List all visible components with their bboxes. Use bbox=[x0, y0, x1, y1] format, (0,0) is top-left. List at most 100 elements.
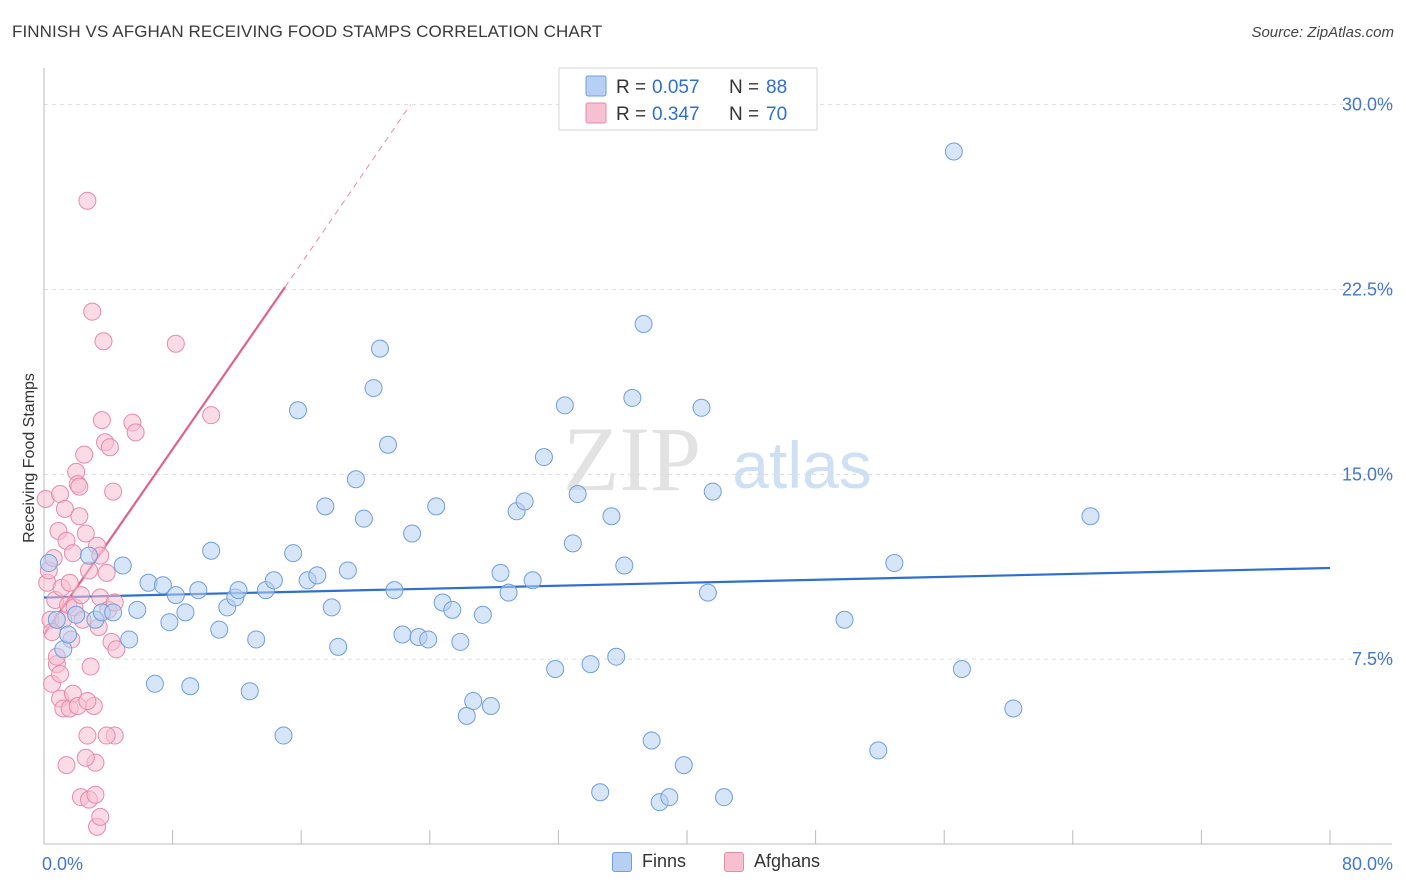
finns-point bbox=[316, 497, 335, 516]
finns-point bbox=[385, 581, 404, 600]
finns-point bbox=[128, 600, 147, 619]
finns-point bbox=[166, 586, 185, 605]
finns-point bbox=[623, 388, 642, 407]
finns-point bbox=[499, 583, 518, 602]
legend-afghans-swatch bbox=[585, 102, 607, 124]
finns-point bbox=[581, 655, 600, 674]
legend-finns-r-value: 0.057 bbox=[652, 77, 700, 98]
finns-point bbox=[869, 741, 888, 760]
watermark-atlas: atlas bbox=[732, 428, 871, 502]
finns-point bbox=[59, 625, 78, 644]
afghans-point bbox=[94, 332, 113, 351]
afghans-point bbox=[76, 748, 95, 767]
afghans-point bbox=[100, 438, 119, 457]
finns-point bbox=[153, 576, 172, 595]
finns-point bbox=[202, 541, 221, 560]
legend-finns-n-value: 88 bbox=[766, 77, 787, 98]
finns-point bbox=[568, 485, 587, 504]
afghans-point bbox=[55, 499, 74, 518]
finns-point bbox=[364, 379, 383, 398]
afghans-point bbox=[81, 657, 100, 676]
tick-labels: 7.5% 15.0% 22.5% 30.0% 0.0% 80.0% bbox=[42, 95, 1393, 874]
finns-point bbox=[607, 647, 626, 666]
finns-point bbox=[451, 632, 470, 651]
finns-point bbox=[274, 726, 293, 745]
afghans-point bbox=[70, 477, 89, 496]
finns-point bbox=[615, 556, 634, 575]
afghans-point bbox=[166, 334, 185, 353]
afghans-point bbox=[86, 785, 105, 804]
axes bbox=[43, 68, 1392, 845]
data-points bbox=[36, 142, 1100, 836]
finns-point bbox=[104, 603, 123, 622]
finns-point bbox=[264, 571, 283, 590]
legend-afghans-r-value: 0.347 bbox=[652, 104, 700, 125]
finns-point bbox=[703, 482, 722, 501]
afghans-point bbox=[70, 507, 89, 526]
finns-point bbox=[39, 554, 58, 573]
finns-point bbox=[427, 497, 446, 516]
bottom-legend-afghans: Afghans bbox=[724, 851, 820, 872]
bottom-legend-finns: Finns bbox=[612, 851, 686, 872]
source-credit: Source: ZipAtlas.com bbox=[1251, 24, 1394, 41]
finns-point bbox=[591, 783, 610, 802]
finns-point bbox=[835, 610, 854, 629]
finns-point bbox=[370, 339, 389, 358]
afghans-point bbox=[76, 524, 95, 543]
trend-lines bbox=[43, 104, 1331, 636]
finns-point bbox=[346, 470, 365, 489]
finns-point bbox=[419, 630, 438, 649]
finns-point bbox=[491, 563, 510, 582]
afghans-point bbox=[126, 423, 145, 442]
finns-point bbox=[563, 534, 582, 553]
legend-finns-r-label: R = bbox=[616, 77, 646, 98]
finns-point bbox=[674, 756, 693, 775]
afghans-point bbox=[51, 664, 70, 683]
finns-point bbox=[698, 583, 717, 602]
finns-point bbox=[288, 401, 307, 420]
finns-point bbox=[443, 600, 462, 619]
finns-point bbox=[692, 398, 711, 417]
finns-point bbox=[403, 524, 422, 543]
finns-point bbox=[660, 788, 679, 807]
afghans-point bbox=[202, 406, 221, 425]
finns-point bbox=[329, 637, 348, 656]
finns-point bbox=[1081, 507, 1100, 526]
finns-point bbox=[534, 448, 553, 467]
afghans-label: Afghans bbox=[754, 851, 821, 871]
finns-point bbox=[189, 581, 208, 600]
legend-afghans-n-label: N = bbox=[729, 104, 759, 125]
finns-point bbox=[354, 509, 373, 528]
finns-point bbox=[229, 581, 248, 600]
y-tick-label: 30.0% bbox=[1342, 95, 1393, 115]
y-tick-label: 7.5% bbox=[1352, 649, 1393, 669]
finns-point bbox=[247, 630, 266, 649]
y-tick-label: 22.5% bbox=[1342, 279, 1393, 299]
afghans-point bbox=[91, 807, 110, 826]
finns-point bbox=[634, 314, 653, 333]
finns-point bbox=[555, 396, 574, 415]
chart-title: FINNISH VS AFGHAN RECEIVING FOOD STAMPS … bbox=[12, 22, 603, 41]
finns-point bbox=[181, 677, 200, 696]
finns-point bbox=[80, 546, 99, 565]
finns-point bbox=[322, 598, 341, 617]
afghans-point bbox=[78, 191, 97, 210]
finns-point bbox=[944, 142, 963, 161]
finns-point bbox=[481, 696, 500, 715]
finns-point bbox=[602, 507, 621, 526]
afghans-point bbox=[57, 756, 76, 775]
afghans-point bbox=[75, 445, 94, 464]
finns-point bbox=[113, 556, 132, 575]
legend-finns-swatch bbox=[585, 75, 607, 97]
finns-point bbox=[642, 731, 661, 750]
gridlines bbox=[44, 104, 1392, 660]
afghans-point bbox=[83, 302, 102, 321]
legend-finns-n-label: N = bbox=[729, 77, 759, 98]
x-tick-label-min: 0.0% bbox=[42, 854, 83, 874]
finns-swatch bbox=[612, 851, 632, 872]
afghans-point bbox=[104, 482, 123, 501]
x-tick-label-max: 80.0% bbox=[1342, 854, 1393, 874]
finns-point bbox=[523, 571, 542, 590]
finns-point bbox=[176, 603, 195, 622]
